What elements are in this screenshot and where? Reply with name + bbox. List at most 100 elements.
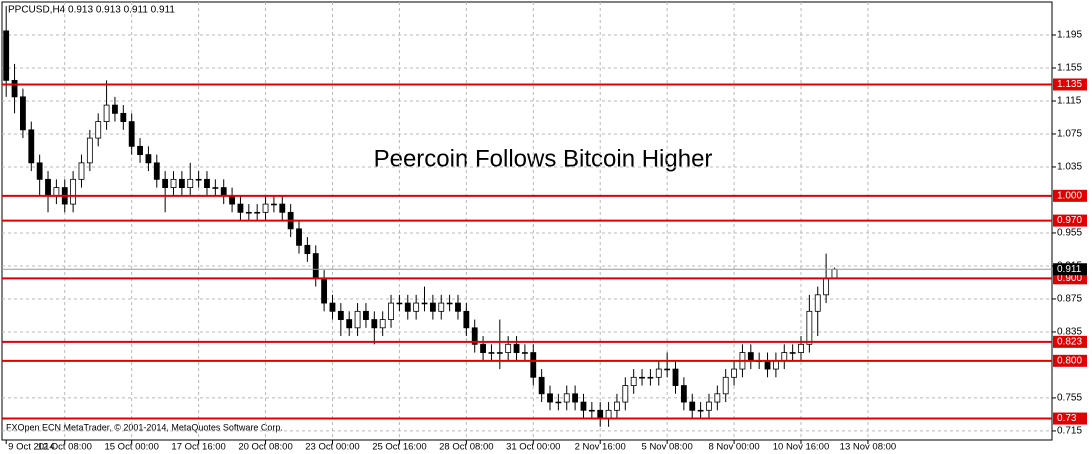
level-label-box	[1053, 214, 1087, 227]
level-label: 0.970	[1057, 215, 1082, 226]
candle-body	[747, 352, 754, 362]
x-tick-label: 12 Oct 08:00	[38, 442, 92, 453]
candle-body	[814, 294, 821, 312]
candle-body	[689, 401, 696, 411]
candle-body	[672, 368, 679, 386]
candle-body	[220, 187, 227, 197]
candle-body	[697, 409, 704, 412]
candle-body	[488, 352, 495, 354]
x-tick-label: 25 Oct 16:00	[372, 442, 426, 453]
x-tick-label: 5 Nov 08:00	[642, 442, 693, 453]
candle-body	[664, 368, 671, 371]
candle-body	[655, 368, 662, 378]
candle-body	[36, 162, 43, 180]
candle-body	[312, 253, 319, 279]
candle-body	[237, 203, 244, 213]
candle-body	[731, 368, 737, 378]
candle-body	[20, 96, 26, 131]
last-price-box	[1053, 263, 1087, 276]
copyright: FXOpen ECN MetaTrader, © 2001-2014, Meta…	[6, 422, 283, 432]
candle-body	[639, 376, 645, 379]
x-tick-label: 15 Oct 00:00	[104, 442, 158, 453]
level-label-box	[1053, 354, 1087, 367]
candle-body	[78, 162, 85, 180]
candle-body	[363, 310, 369, 320]
candle-body	[789, 352, 796, 354]
candle-body	[3, 30, 10, 81]
x-tick-label: 10 Nov 16:00	[773, 442, 830, 453]
x-tick-label: 17 Oct 16:00	[171, 442, 225, 453]
candle-body	[162, 178, 169, 188]
candle-body	[580, 401, 587, 411]
candle-body	[496, 352, 503, 354]
candle-body	[463, 310, 470, 329]
candle-body	[647, 376, 654, 379]
level-label: 0.900	[1057, 273, 1082, 284]
candle-body	[388, 302, 394, 320]
level-label-box	[1053, 78, 1087, 91]
y-tick-label: 0.955	[1057, 228, 1082, 239]
candle-body	[153, 162, 160, 180]
candle-body	[170, 178, 177, 188]
candle-body	[588, 409, 595, 412]
candle-body	[304, 244, 311, 254]
y-tick-label: 0.715	[1057, 426, 1082, 437]
candle-body	[53, 187, 60, 197]
candle-body	[212, 187, 219, 189]
candle-body	[614, 401, 620, 411]
candle-body	[404, 302, 411, 312]
candle-body	[195, 178, 202, 181]
x-tick-label: 8 Nov 00:00	[708, 442, 759, 453]
candle-body	[279, 203, 286, 213]
x-tick-label: 28 Oct 08:00	[439, 442, 493, 453]
x-tick-label: 2 Nov 16:00	[575, 442, 626, 453]
candle-body	[572, 393, 579, 403]
candle-body	[254, 211, 261, 214]
y-tick-label: 1.195	[1057, 30, 1082, 41]
candle-body	[772, 360, 779, 370]
candle-body	[396, 302, 403, 305]
x-tick-label: 31 Oct 00:00	[506, 442, 560, 453]
y-tick-label: 1.075	[1057, 129, 1082, 140]
candle-body	[530, 352, 537, 378]
candle-body	[379, 319, 386, 329]
candle-body	[354, 310, 361, 329]
candle-body	[103, 104, 110, 123]
level-label: 1.000	[1057, 190, 1082, 201]
candle-body	[413, 302, 420, 312]
candle-body	[95, 121, 102, 139]
candle-body	[547, 393, 553, 403]
candle-body	[337, 310, 344, 320]
candle-body	[605, 409, 612, 419]
candle-body	[187, 178, 194, 188]
candle-body	[346, 319, 353, 329]
candle-body	[28, 129, 35, 164]
candle-body	[438, 302, 445, 312]
candle-body	[455, 302, 461, 312]
x-tick-label: 13 Nov 08:00	[840, 442, 897, 453]
candle-body	[112, 104, 118, 114]
level-label-box	[1053, 412, 1087, 425]
candle-body	[128, 121, 135, 147]
candle-body	[480, 343, 486, 353]
last-price-label: 0.911	[1057, 264, 1082, 275]
candle-body	[722, 376, 729, 395]
level-label-box	[1053, 189, 1087, 202]
candle-body	[798, 343, 804, 353]
candle-body	[70, 178, 77, 205]
y-tick-label: 1.115	[1057, 96, 1082, 107]
candle-body	[597, 409, 604, 419]
candle-body	[271, 203, 277, 206]
candle-body	[781, 352, 788, 362]
candle-body	[521, 352, 528, 354]
level-label-box	[1053, 335, 1087, 348]
chart-header: PPCUSD,H4 0.913 0.913 0.911 0.911	[8, 5, 175, 16]
candle-body	[371, 319, 378, 329]
x-tick-label: 9 Oct 2014	[8, 442, 54, 453]
candle-body	[538, 376, 545, 395]
y-tick-label: 1.155	[1057, 63, 1082, 74]
candle-body	[145, 154, 152, 164]
candle-body	[446, 302, 453, 305]
x-tick-label: 23 Oct 00:00	[305, 442, 359, 453]
candle-body	[622, 385, 629, 403]
